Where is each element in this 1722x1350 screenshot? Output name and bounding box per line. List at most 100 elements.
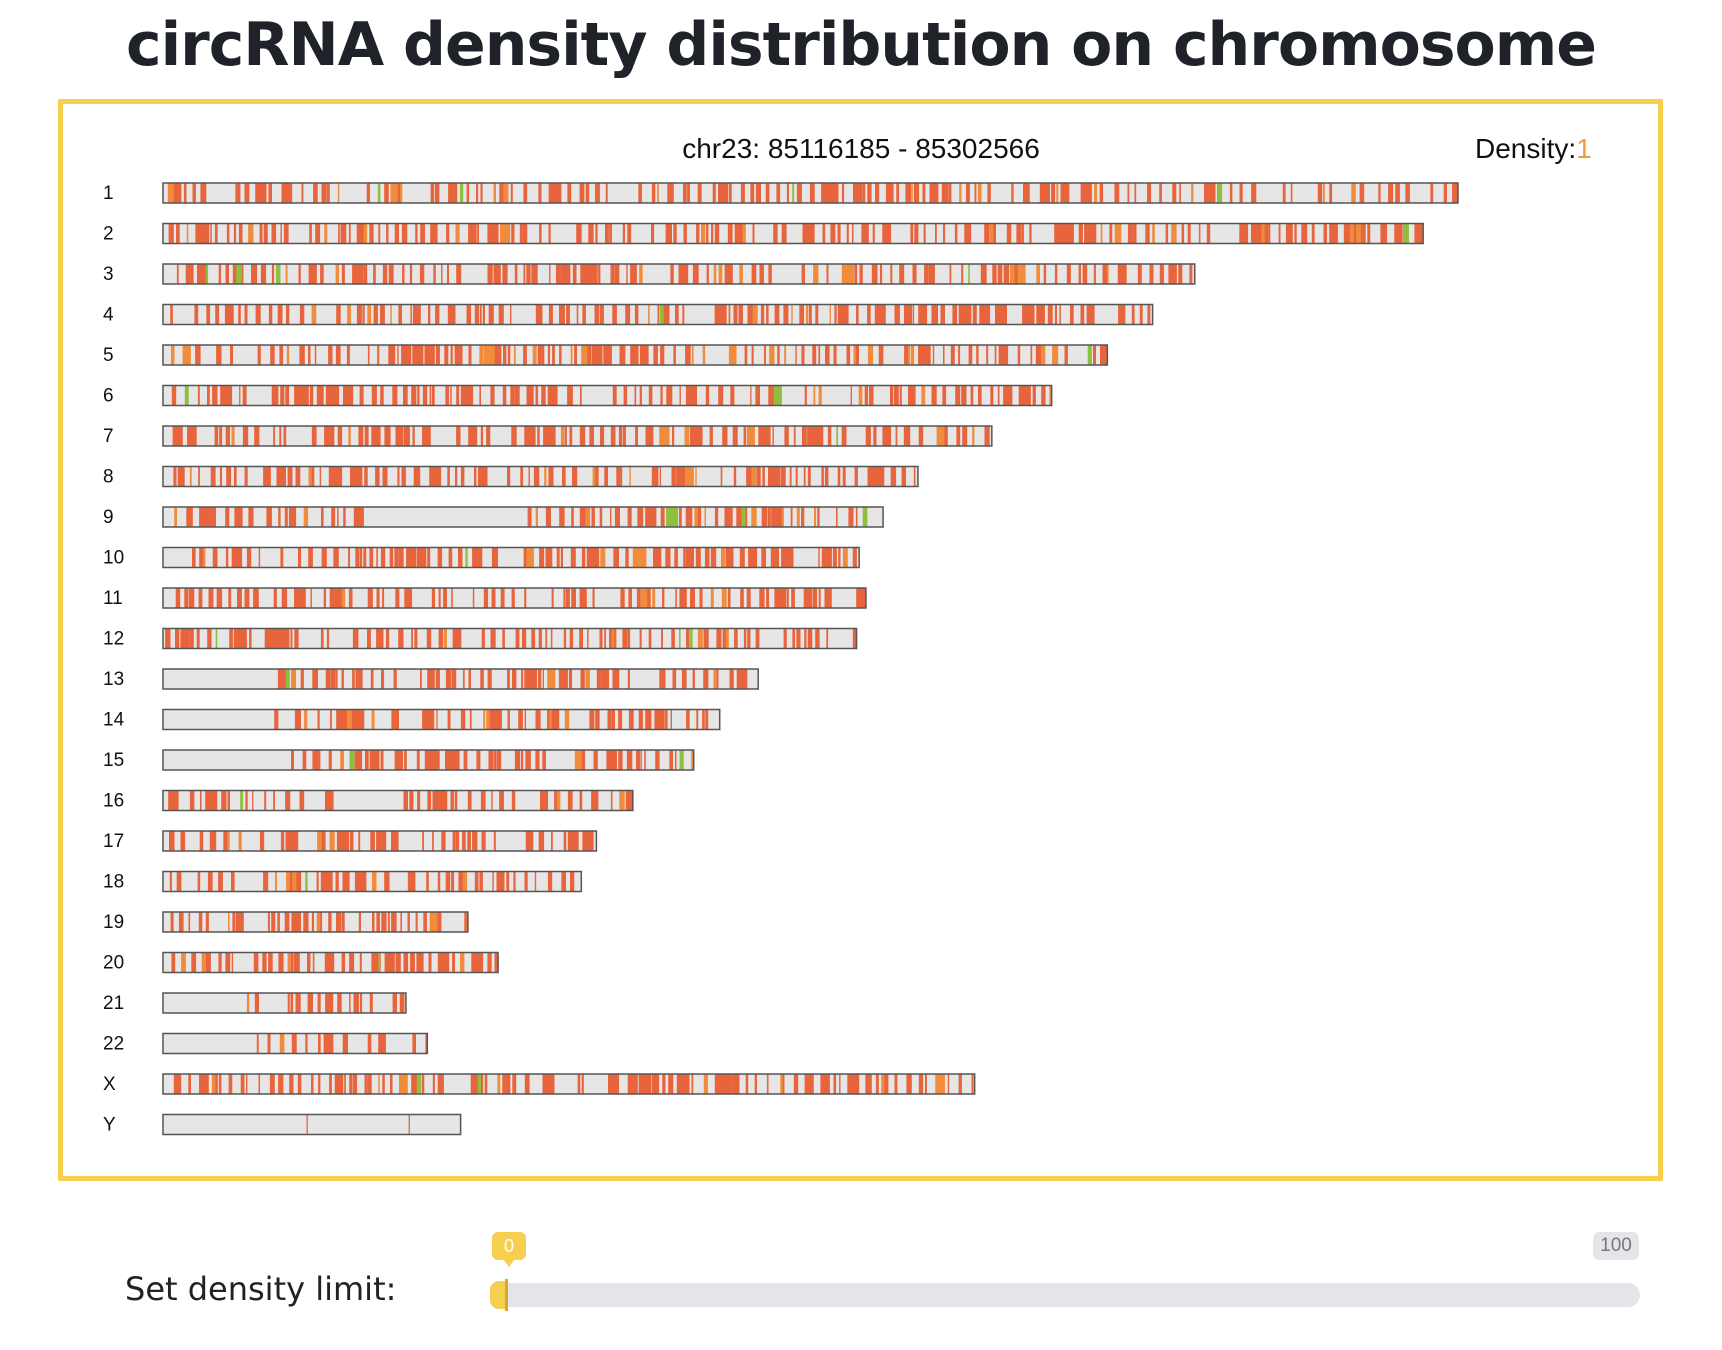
density-band[interactable] [318, 1074, 321, 1094]
density-band[interactable] [212, 547, 218, 568]
density-band[interactable] [595, 183, 600, 203]
density-band[interactable] [432, 790, 439, 811]
density-band[interactable] [231, 426, 235, 446]
density-band[interactable] [959, 183, 962, 203]
density-band[interactable] [913, 466, 916, 487]
density-band[interactable] [359, 547, 363, 568]
density-band[interactable] [364, 426, 369, 446]
density-band[interactable] [385, 628, 390, 649]
density-band[interactable] [173, 466, 177, 487]
density-band[interactable] [280, 547, 284, 568]
chromosome-bar[interactable] [163, 507, 884, 527]
density-band[interactable] [278, 1074, 284, 1094]
density-band[interactable] [467, 831, 471, 851]
density-band[interactable] [283, 223, 289, 244]
density-band[interactable] [303, 912, 309, 932]
density-band[interactable] [212, 385, 218, 406]
density-band[interactable] [567, 790, 573, 811]
density-band[interactable] [404, 750, 407, 770]
density-band[interactable] [705, 709, 709, 730]
density-band[interactable] [1078, 223, 1083, 244]
density-band[interactable] [1008, 385, 1013, 406]
density-band[interactable] [548, 223, 551, 244]
density-band[interactable] [1052, 345, 1059, 365]
density-band[interactable] [1109, 223, 1113, 244]
density-band[interactable] [537, 426, 540, 446]
density-band[interactable] [429, 912, 442, 932]
density-band[interactable] [476, 183, 479, 203]
density-band[interactable] [349, 750, 355, 770]
density-band[interactable] [984, 223, 990, 244]
density-band[interactable] [722, 1074, 730, 1094]
density-band[interactable] [487, 952, 492, 973]
density-band[interactable] [730, 385, 735, 406]
density-band[interactable] [412, 1033, 416, 1054]
density-band[interactable] [769, 345, 775, 365]
density-band[interactable] [403, 952, 408, 973]
density-band[interactable] [829, 304, 831, 325]
density-band[interactable] [682, 304, 685, 325]
density-band[interactable] [244, 466, 248, 487]
density-band[interactable] [199, 547, 204, 568]
density-band[interactable] [417, 385, 420, 406]
density-band[interactable] [524, 871, 528, 892]
density-band[interactable] [1443, 183, 1447, 203]
density-band[interactable] [278, 507, 281, 527]
density-band[interactable] [388, 345, 394, 365]
density-band[interactable] [1036, 304, 1045, 325]
density-band[interactable] [389, 547, 394, 568]
density-band[interactable] [565, 669, 568, 689]
density-band[interactable] [1080, 304, 1085, 325]
density-band[interactable] [627, 628, 631, 649]
density-band[interactable] [775, 507, 780, 527]
density-band[interactable] [309, 385, 314, 406]
density-band[interactable] [1114, 183, 1120, 203]
density-band[interactable] [315, 223, 321, 244]
density-band[interactable] [354, 871, 367, 892]
density-band[interactable] [450, 345, 453, 365]
density-band[interactable] [587, 628, 589, 649]
density-band[interactable] [444, 345, 449, 365]
density-band[interactable] [696, 223, 700, 244]
density-band[interactable] [520, 466, 524, 487]
density-band[interactable] [341, 264, 345, 284]
density-band[interactable] [660, 345, 665, 365]
density-band[interactable] [524, 1074, 530, 1094]
density-band[interactable] [1056, 183, 1059, 203]
density-band[interactable] [1378, 183, 1381, 203]
density-band[interactable] [809, 588, 811, 608]
density-band[interactable] [240, 790, 243, 811]
density-band[interactable] [328, 871, 331, 892]
density-band[interactable] [174, 507, 177, 527]
density-band[interactable] [370, 831, 375, 851]
density-band[interactable] [1367, 223, 1371, 244]
density-band[interactable] [175, 588, 181, 608]
density-band[interactable] [1380, 223, 1384, 244]
density-band[interactable] [912, 264, 917, 284]
density-band[interactable] [734, 223, 745, 244]
density-band[interactable] [520, 750, 524, 770]
density-band[interactable] [480, 669, 484, 689]
density-band[interactable] [534, 871, 537, 892]
density-band[interactable] [1290, 183, 1293, 203]
density-band[interactable] [606, 345, 612, 365]
density-band[interactable] [683, 547, 686, 568]
density-band[interactable] [648, 304, 650, 325]
density-band[interactable] [995, 304, 1007, 325]
density-band[interactable] [1264, 223, 1269, 244]
density-band[interactable] [198, 588, 203, 608]
density-band[interactable] [754, 1074, 757, 1094]
density-band[interactable] [838, 547, 841, 568]
density-band[interactable] [337, 507, 339, 527]
density-band[interactable] [791, 588, 795, 608]
density-band[interactable] [507, 466, 511, 487]
density-band[interactable] [571, 507, 574, 527]
density-band[interactable] [718, 264, 723, 284]
density-band[interactable] [890, 264, 893, 284]
density-band[interactable] [491, 588, 496, 608]
density-band[interactable] [522, 628, 527, 649]
density-band[interactable] [433, 750, 436, 770]
density-band[interactable] [1206, 183, 1212, 203]
density-band[interactable] [842, 547, 848, 568]
density-band[interactable] [722, 628, 727, 649]
